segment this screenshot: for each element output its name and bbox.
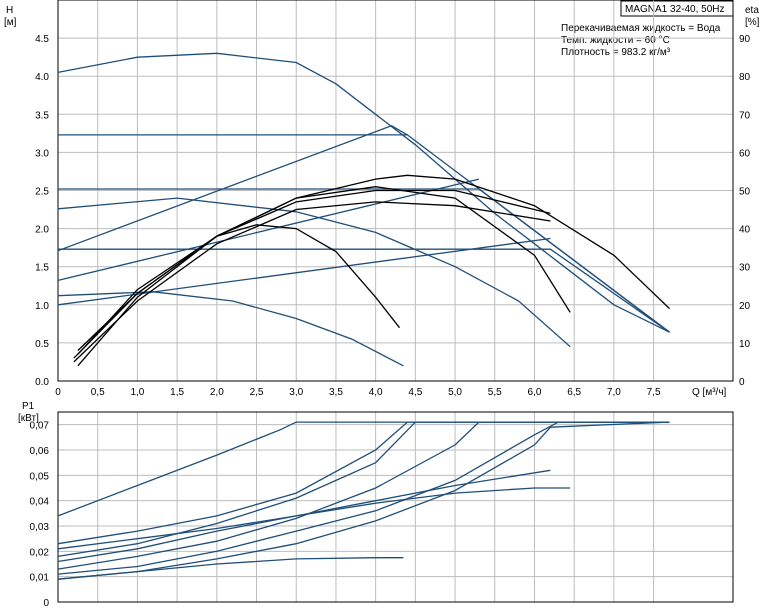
head-tick-label: 4.0	[35, 72, 49, 83]
power-axis-unit: [кВт]	[18, 413, 39, 424]
power-axis-label: P1	[22, 401, 35, 412]
head-tick-label: 2.0	[35, 225, 49, 236]
flow-tick-label: 1,5	[170, 387, 184, 398]
head-tick-label: 0.0	[35, 377, 49, 388]
flow-tick-label: 7,0	[607, 387, 621, 398]
head-curve	[57, 291, 404, 367]
title-box: MAGNA1 32-40, 50Hz	[620, 0, 734, 17]
power-curve	[57, 421, 670, 575]
power-curve	[57, 421, 670, 580]
eta-axis-label: eta	[745, 5, 759, 16]
flow-tick-label: 4,5	[408, 387, 422, 398]
info-line-density: Плотность = 983.2 кг/м³	[561, 47, 671, 58]
head-tick-label: 1.0	[35, 301, 49, 312]
efficiency-curve	[77, 189, 551, 351]
flow-tick-label: 4,0	[369, 387, 383, 398]
flow-tick-label: 5,0	[448, 387, 462, 398]
eta-tick-label: 80	[739, 72, 751, 83]
eta-axis-unit: [%]	[745, 17, 760, 28]
eta-tick-label: 40	[739, 225, 751, 236]
power-tick-label: 0,05	[30, 471, 50, 482]
flow-tick-label: 2,0	[210, 387, 224, 398]
head-plot-frame	[57, 0, 734, 382]
flow-tick-label: 7,5	[647, 387, 661, 398]
flow-tick-label: 5,5	[488, 387, 502, 398]
flow-tick-label: 3,5	[329, 387, 343, 398]
eta-tick-label: 90	[739, 34, 751, 45]
head-tick-label: 3.0	[35, 148, 49, 159]
power-curve	[57, 421, 670, 558]
head-axis-unit: [м]	[4, 17, 17, 28]
power-tick-label: 0,04	[30, 497, 50, 508]
power-plot: 0 0,01 0,02 0,03 0,04 0,05 0,06 0,07	[30, 411, 734, 609]
head-tick-label: 3.5	[35, 110, 49, 121]
power-plot-frame	[57, 411, 734, 603]
flow-tick-label: 2,5	[250, 387, 264, 398]
head-efficiency-plot: 0 0,5 1,0 1,5 2,0 2,5 3,0 3,5 4,0 4,5 5,0 5,5 6,0 6,5…	[35, 0, 751, 398]
head-curve	[58, 134, 670, 333]
eta-tick-label: 60	[739, 148, 751, 159]
power-tick-label: 0,01	[30, 573, 50, 584]
head-curve	[57, 237, 551, 306]
power-curve	[57, 421, 670, 570]
power-tick-label: 0,06	[30, 446, 50, 457]
power-curve	[57, 487, 571, 563]
efficiency-curve	[77, 174, 670, 367]
eta-tick-label: 20	[739, 301, 751, 312]
flow-axis-label: Q [м³/ч]	[692, 387, 727, 398]
power-curve	[57, 421, 670, 545]
head-tick-label: 1.5	[35, 263, 49, 274]
flow-tick-label: 3,0	[289, 387, 303, 398]
eta-tick-label: 10	[739, 339, 751, 350]
power-curve	[57, 421, 670, 517]
efficiency-curve	[77, 224, 401, 355]
head-curve	[57, 124, 408, 252]
head-axis-label: H	[6, 5, 13, 16]
flow-tick-label: 0	[55, 387, 61, 398]
eta-tick-label: 70	[739, 110, 751, 121]
flow-tick-label: 6,0	[528, 387, 542, 398]
power-tick-label: 0	[43, 598, 49, 609]
flow-tick-label: 1,0	[130, 387, 144, 398]
power-tick-label: 0,03	[30, 522, 50, 533]
power-curve	[57, 557, 404, 580]
head-tick-label: 4.5	[35, 34, 49, 45]
efficiency-curve	[73, 201, 551, 363]
head-curve	[58, 248, 670, 333]
eta-tick-label: 50	[739, 187, 751, 198]
eta-tick-label: 30	[739, 263, 751, 274]
eta-tick-label: 0	[739, 377, 745, 388]
flow-tick-label: 0,5	[91, 387, 105, 398]
info-block: Перекачиваемая жидкость = Вода Темп. жид…	[561, 23, 721, 58]
power-tick-label: 0,02	[30, 547, 50, 558]
head-curve	[58, 188, 670, 333]
head-curve	[57, 178, 480, 282]
power-tick-label: 0,07	[30, 421, 50, 432]
power-curve	[57, 469, 551, 550]
info-line-temp: Темп. жидкости = 60 °C	[561, 35, 670, 46]
title-box-text: MAGNA1 32-40, 50Hz	[625, 4, 725, 15]
head-tick-label: 2.5	[35, 187, 49, 198]
head-curve	[57, 52, 670, 333]
flow-tick-label: 6,5	[567, 387, 581, 398]
head-tick-label: 0.5	[35, 339, 49, 350]
info-line-liquid: Перекачиваемая жидкость = Вода	[561, 23, 721, 34]
head-curve	[57, 197, 571, 348]
